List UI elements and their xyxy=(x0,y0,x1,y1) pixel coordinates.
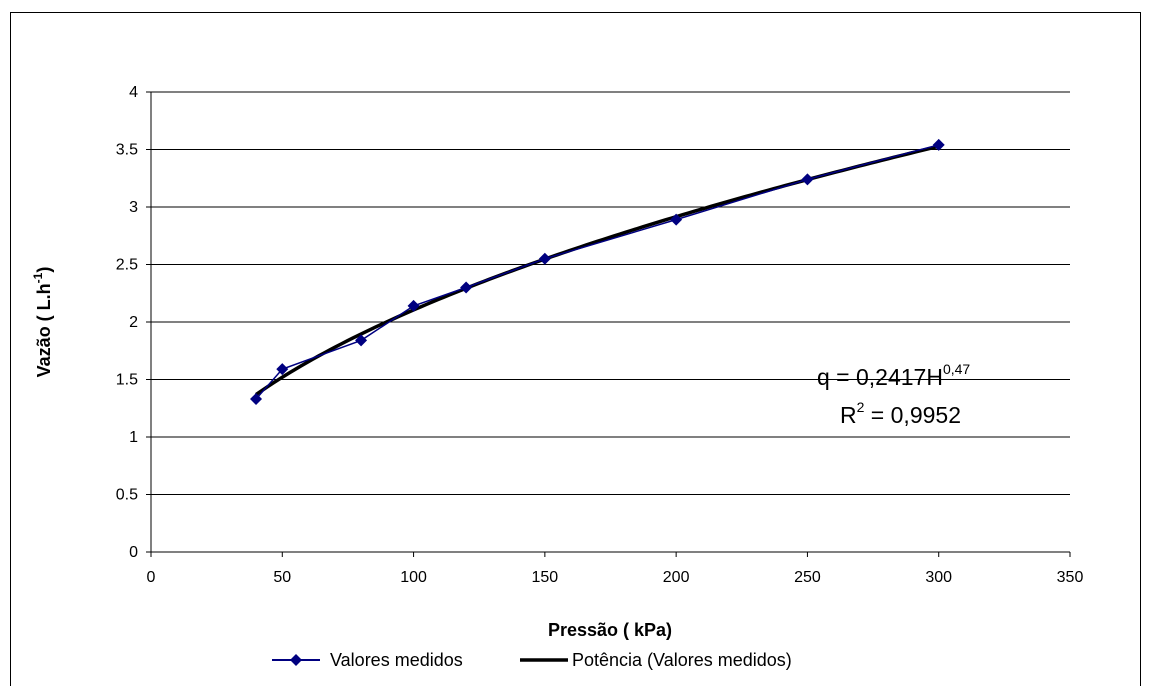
equation-main: q = 0,2417H xyxy=(817,364,943,390)
r-squared-value: = 0,9952 xyxy=(864,402,961,428)
y-tick-label: 1 xyxy=(129,429,138,446)
measured-series xyxy=(250,138,945,406)
x-tick-label: 50 xyxy=(273,569,291,586)
measured-point xyxy=(407,299,420,312)
measured-point xyxy=(460,281,473,294)
measured-point xyxy=(801,173,814,186)
y-axis-title-main: Vazão ( L.h xyxy=(34,283,54,377)
trendline-path xyxy=(255,144,940,397)
measured-line xyxy=(255,144,939,400)
x-axis-title: Pressão ( kPa) xyxy=(548,620,672,640)
x-tick-label: 250 xyxy=(794,569,821,586)
y-tick-label: 3 xyxy=(129,199,138,216)
y-tick-label: 0.5 xyxy=(116,487,138,504)
x-tick-label: 350 xyxy=(1057,569,1084,586)
grid-lines xyxy=(151,91,1070,495)
legend-item-measured: Valores medidos xyxy=(272,650,463,670)
y-axis-title: Vazão ( L.h-1) xyxy=(31,267,54,378)
y-axis-title-sup: -1 xyxy=(31,272,45,283)
legend: Valores medidos Potência (Valores medido… xyxy=(272,650,792,670)
x-tick-label: 0 xyxy=(147,569,156,586)
power-trendline xyxy=(255,144,940,397)
y-tick-labels: 0 0.5 1 1.5 2 2.5 3 3.5 4 xyxy=(116,84,138,561)
x-tick-label: 300 xyxy=(925,569,952,586)
measured-point xyxy=(276,363,289,376)
measured-point xyxy=(250,393,263,406)
legend-measured-marker xyxy=(290,654,302,666)
y-tick-label: 2 xyxy=(129,314,138,331)
legend-item-trendline: Potência (Valores medidos) xyxy=(520,650,792,670)
x-tick-label: 200 xyxy=(663,569,690,586)
axes xyxy=(146,91,1071,557)
y-tick-label: 2.5 xyxy=(116,257,138,274)
r-squared-letter: R xyxy=(840,402,857,428)
y-axis-title-suffix: ) xyxy=(34,267,54,273)
measured-point xyxy=(932,138,945,151)
x-tick-label: 150 xyxy=(532,569,559,586)
legend-trendline-label: Potência (Valores medidos) xyxy=(572,650,792,670)
y-tick-label: 4 xyxy=(129,84,138,101)
y-tick-label: 3.5 xyxy=(116,142,138,159)
chart-frame xyxy=(10,12,1141,686)
r-squared-annotation: R2 = 0,9952 xyxy=(840,399,961,428)
equation-annotation: q = 0,2417H0,47 xyxy=(817,361,970,390)
x-tick-label: 100 xyxy=(400,569,427,586)
measured-point xyxy=(355,334,368,347)
y-tick-label: 1.5 xyxy=(116,372,138,389)
measured-point xyxy=(670,213,683,226)
r-squared-sup: 2 xyxy=(857,399,865,415)
x-tick-labels: 0 50 100 150 200 250 300 350 xyxy=(147,569,1084,586)
measured-point xyxy=(538,252,551,265)
y-tick-label: 0 xyxy=(129,544,138,561)
legend-measured-label: Valores medidos xyxy=(330,650,463,670)
equation-exponent: 0,47 xyxy=(943,361,970,377)
